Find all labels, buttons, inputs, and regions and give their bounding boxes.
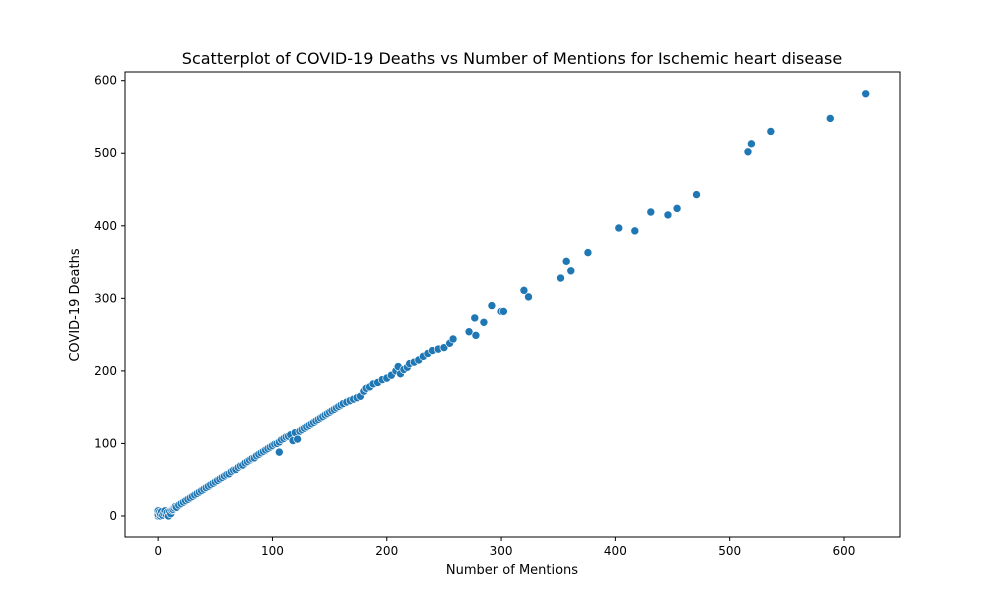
data-points [153, 89, 871, 521]
data-point [566, 266, 576, 276]
data-point [519, 286, 529, 295]
data-point [293, 434, 302, 444]
data-point [561, 257, 571, 266]
y-axis-label: COVID-19 Deaths [68, 248, 83, 361]
data-point [743, 147, 753, 157]
data-point [630, 226, 640, 236]
data-point [614, 223, 624, 233]
data-point [672, 204, 682, 213]
x-tick-label: 400 [604, 544, 627, 558]
data-point [861, 89, 871, 99]
y-tick-label: 0 [109, 509, 117, 523]
data-point [766, 127, 776, 136]
data-point [646, 207, 656, 217]
data-point [583, 248, 593, 257]
x-tick-label: 500 [718, 544, 741, 558]
data-point [747, 139, 756, 149]
x-tick-label: 200 [375, 544, 398, 558]
y-tick-label: 600 [94, 74, 117, 88]
data-point [470, 313, 480, 323]
y-axis-ticks: 0 100 200 300 400 500 600 [94, 74, 125, 523]
x-axis-label: Number of Mentions [446, 563, 578, 578]
x-tick-label: 0 [154, 544, 162, 558]
plot-area [124, 71, 901, 538]
data-point [556, 273, 565, 283]
data-point [439, 343, 449, 352]
y-tick-label: 300 [94, 291, 117, 305]
data-point [692, 190, 701, 199]
y-tick-label: 400 [94, 219, 117, 233]
data-point [663, 210, 673, 220]
x-tick-label: 100 [261, 544, 284, 558]
x-tick-label: 300 [490, 544, 513, 558]
data-point [471, 331, 481, 340]
data-point [275, 447, 284, 457]
y-tick-label: 200 [94, 364, 117, 378]
data-point [499, 307, 508, 316]
y-tick-label: 500 [94, 146, 117, 160]
data-point [487, 301, 497, 310]
y-tick-label: 100 [94, 436, 117, 450]
data-point [479, 317, 489, 327]
x-axis-ticks: 0 100 200 300 400 500 600 [154, 537, 855, 558]
data-point [825, 114, 835, 123]
x-tick-label: 600 [833, 544, 856, 558]
data-point [524, 292, 533, 302]
data-point [464, 327, 474, 337]
data-point [448, 334, 458, 344]
chart-title: Scatterplot of COVID-19 Deaths vs Number… [182, 49, 842, 68]
